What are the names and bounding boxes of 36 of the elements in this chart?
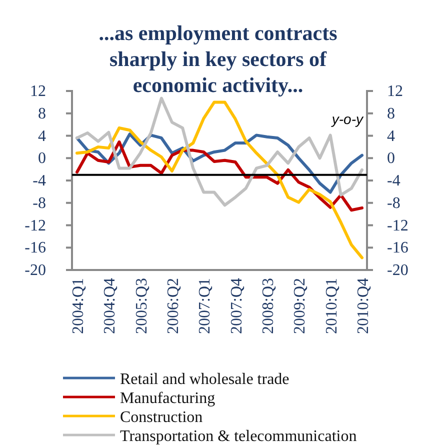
annotation: y-o-y (330, 111, 364, 127)
y2-tick-label: 0 (387, 150, 395, 168)
x-tick-label: 2008:Q3 (260, 278, 277, 334)
x-tick-label: 2007:Q4 (228, 278, 246, 334)
x-tick-label: 2005:Q3 (133, 278, 150, 334)
y2-tick-label: 8 (387, 105, 395, 122)
y-tick-label: -8 (32, 194, 46, 212)
legend-label: Transportation & telecommunication (120, 428, 357, 445)
y2-tick-label: -12 (387, 217, 408, 234)
x-tick-label: 2010:Q4 (355, 278, 372, 334)
y2-tick-label: -20 (387, 262, 408, 279)
y2-tick-label: -16 (387, 240, 408, 257)
x-tick-label: 2007:Q1 (196, 278, 214, 334)
x-tick-label: 2009:Q2 (292, 278, 309, 334)
y-tick-label: 0 (38, 150, 46, 168)
y-tick-label: -16 (24, 240, 46, 257)
y-tick-label: -20 (24, 262, 46, 279)
y-tick-label: -4 (32, 172, 46, 190)
y-tick-label: 12 (30, 83, 46, 100)
y2-tick-label: -8 (387, 194, 400, 212)
legend-label: Retail and wholesale trade (120, 371, 290, 388)
legend-label: Construction (120, 409, 203, 426)
line-series (76, 96, 364, 207)
y-tick-label: 8 (38, 105, 46, 122)
x-tick-label: 2010:Q1 (323, 278, 340, 334)
y2-tick-label: -4 (387, 172, 400, 190)
y-tick-label: 4 (38, 128, 46, 145)
line-series (76, 100, 364, 260)
y-tick-label: -12 (24, 217, 46, 234)
chart-title: ...as employment contracts sharply in key sectors of economic activity... (98, 21, 338, 97)
y2-tick-label: 12 (387, 83, 403, 100)
x-tick-label: 2004:Q1 (70, 278, 87, 334)
x-tick-label: 2004:Q4 (102, 278, 119, 334)
y2-tick-label: 4 (387, 128, 395, 145)
legend-label: Manufacturing (120, 390, 216, 407)
x-tick-label: 2006:Q2 (165, 278, 182, 334)
